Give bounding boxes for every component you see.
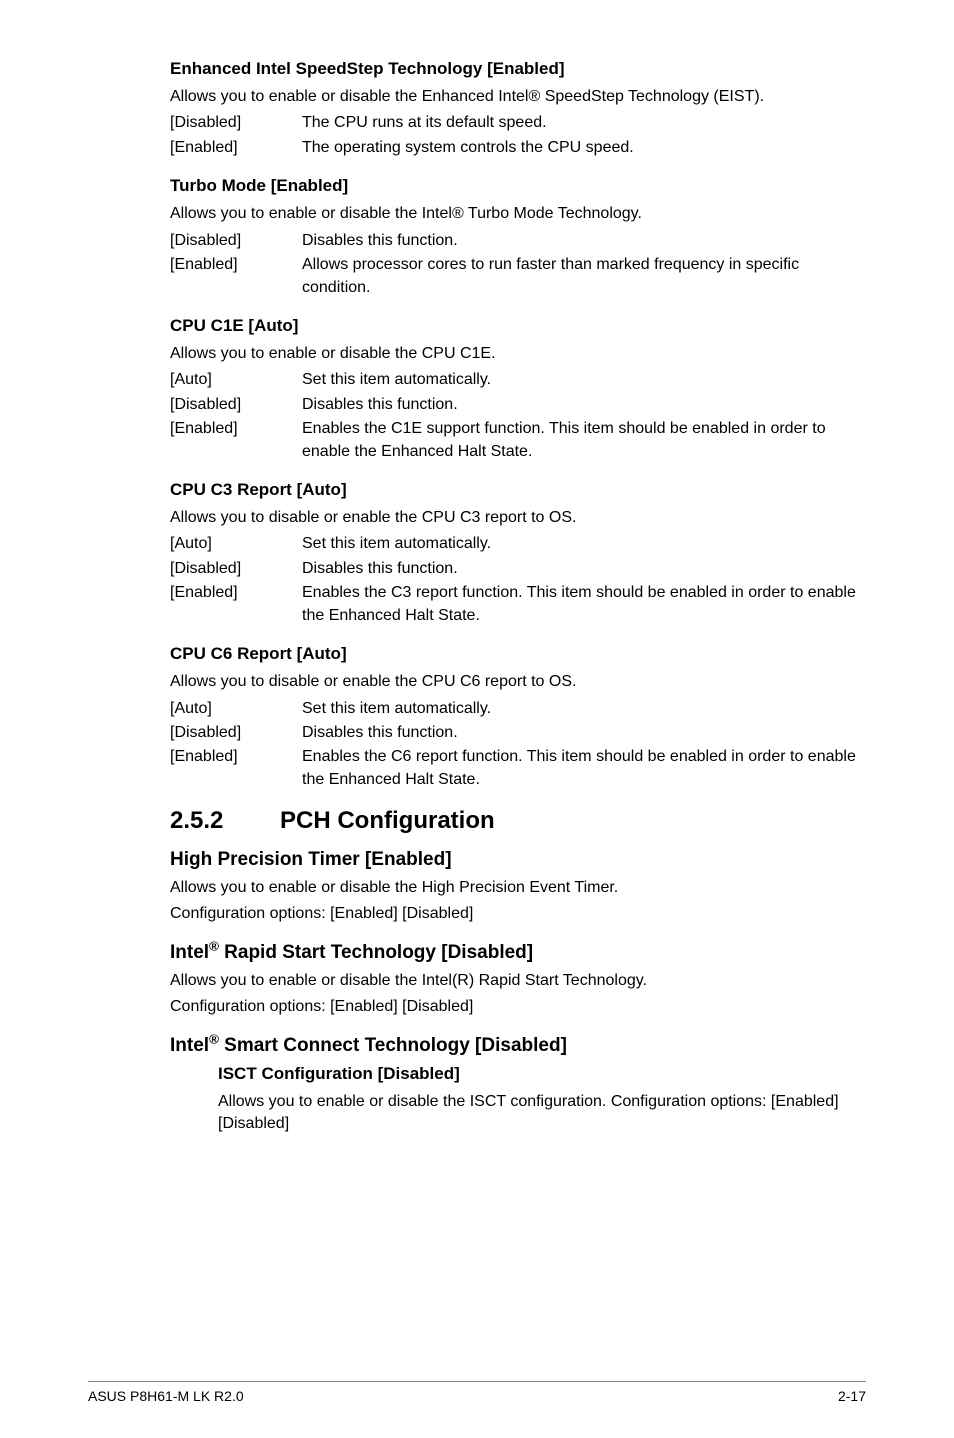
- heading-number: 2.5.2: [170, 807, 280, 835]
- page: Enhanced Intel SpeedStep Technology [Ena…: [0, 0, 954, 1438]
- turbo-desc: Allows you to enable or disable the Inte…: [170, 203, 866, 225]
- c1e-title: CPU C1E [Auto]: [170, 315, 866, 337]
- option-label: [Auto]: [170, 533, 302, 555]
- isct-block: ISCT Configuration [Disabled] Allows you…: [218, 1063, 866, 1136]
- option-label: [Enabled]: [170, 582, 302, 627]
- option-label: [Disabled]: [170, 394, 302, 416]
- option-desc: Disables this function.: [302, 230, 866, 252]
- option-label: [Auto]: [170, 698, 302, 720]
- option-label: [Disabled]: [170, 112, 302, 134]
- rapid-title-prefix: Intel: [170, 942, 209, 963]
- option-label: [Auto]: [170, 369, 302, 391]
- option-desc: Set this item automatically.: [302, 698, 866, 720]
- c1e-desc: Allows you to enable or disable the CPU …: [170, 343, 866, 365]
- option-label: [Disabled]: [170, 722, 302, 744]
- option-label: [Disabled]: [170, 230, 302, 252]
- option-label: [Enabled]: [170, 746, 302, 791]
- smart-title-suffix: Smart Connect Technology [Disabled]: [219, 1035, 567, 1056]
- section-c3: CPU C3 Report [Auto] Allows you to disab…: [170, 479, 866, 627]
- isct-line: Allows you to enable or disable the ISCT…: [218, 1091, 866, 1136]
- option-row: [Auto] Set this item automatically.: [170, 698, 866, 720]
- option-desc: The operating system controls the CPU sp…: [302, 137, 866, 159]
- section-rapid-start: Intel® Rapid Start Technology [Disabled]…: [170, 942, 866, 1019]
- option-label: [Enabled]: [170, 137, 302, 159]
- section-c1e: CPU C1E [Auto] Allows you to enable or d…: [170, 315, 866, 463]
- option-label: [Enabled]: [170, 418, 302, 463]
- option-desc: Set this item automatically.: [302, 369, 866, 391]
- eist-desc: Allows you to enable or disable the Enha…: [170, 86, 866, 108]
- c3-desc: Allows you to disable or enable the CPU …: [170, 507, 866, 529]
- option-label: [Disabled]: [170, 558, 302, 580]
- heading-pch: 2.5.2 PCH Configuration: [170, 807, 866, 835]
- turbo-title: Turbo Mode [Enabled]: [170, 175, 866, 197]
- section-hpt: High Precision Timer [Enabled] Allows yo…: [170, 849, 866, 926]
- section-smart-connect: Intel® Smart Connect Technology [Disable…: [170, 1035, 866, 1136]
- rapid-line2: Configuration options: [Enabled] [Disabl…: [170, 996, 866, 1018]
- option-row: [Disabled] The CPU runs at its default s…: [170, 112, 866, 134]
- smart-title-prefix: Intel: [170, 1035, 209, 1056]
- option-desc: Enables the C6 report function. This ite…: [302, 746, 866, 791]
- isct-title: ISCT Configuration [Disabled]: [218, 1063, 866, 1085]
- option-row: [Auto] Set this item automatically.: [170, 369, 866, 391]
- footer-left: ASUS P8H61-M LK R2.0: [88, 1388, 244, 1404]
- option-row: [Disabled] Disables this function.: [170, 230, 866, 252]
- option-row: [Enabled] Enables the C6 report function…: [170, 746, 866, 791]
- c6-title: CPU C6 Report [Auto]: [170, 643, 866, 665]
- option-desc: Disables this function.: [302, 394, 866, 416]
- footer-row: ASUS P8H61-M LK R2.0 2-17: [88, 1388, 866, 1404]
- option-row: [Enabled] Allows processor cores to run …: [170, 254, 866, 299]
- option-desc: Enables the C1E support function. This i…: [302, 418, 866, 463]
- section-eist: Enhanced Intel SpeedStep Technology [Ena…: [170, 58, 866, 159]
- smart-title: Intel® Smart Connect Technology [Disable…: [170, 1035, 866, 1057]
- registered-icon: ®: [209, 939, 219, 954]
- option-label: [Enabled]: [170, 254, 302, 299]
- hpt-title: High Precision Timer [Enabled]: [170, 849, 866, 871]
- footer-divider: [88, 1381, 866, 1382]
- option-row: [Disabled] Disables this function.: [170, 394, 866, 416]
- c6-desc: Allows you to disable or enable the CPU …: [170, 671, 866, 693]
- footer-right: 2-17: [838, 1388, 866, 1404]
- option-desc: Disables this function.: [302, 722, 866, 744]
- rapid-title: Intel® Rapid Start Technology [Disabled]: [170, 942, 866, 964]
- option-desc: Set this item automatically.: [302, 533, 866, 555]
- rapid-line1: Allows you to enable or disable the Inte…: [170, 970, 866, 992]
- option-row: [Enabled] Enables the C3 report function…: [170, 582, 866, 627]
- c3-title: CPU C3 Report [Auto]: [170, 479, 866, 501]
- option-row: [Enabled] Enables the C1E support functi…: [170, 418, 866, 463]
- rapid-title-suffix: Rapid Start Technology [Disabled]: [219, 942, 533, 963]
- heading-title: PCH Configuration: [280, 807, 495, 835]
- section-c6: CPU C6 Report [Auto] Allows you to disab…: [170, 643, 866, 791]
- registered-icon: ®: [209, 1031, 219, 1046]
- option-row: [Disabled] Disables this function.: [170, 722, 866, 744]
- eist-title: Enhanced Intel SpeedStep Technology [Ena…: [170, 58, 866, 80]
- hpt-line1: Allows you to enable or disable the High…: [170, 877, 866, 899]
- option-desc: Disables this function.: [302, 558, 866, 580]
- option-row: [Enabled] The operating system controls …: [170, 137, 866, 159]
- option-desc: The CPU runs at its default speed.: [302, 112, 866, 134]
- option-desc: Allows processor cores to run faster tha…: [302, 254, 866, 299]
- option-row: [Disabled] Disables this function.: [170, 558, 866, 580]
- section-turbo: Turbo Mode [Enabled] Allows you to enabl…: [170, 175, 866, 299]
- option-row: [Auto] Set this item automatically.: [170, 533, 866, 555]
- page-footer: ASUS P8H61-M LK R2.0 2-17: [0, 1381, 954, 1438]
- option-desc: Enables the C3 report function. This ite…: [302, 582, 866, 627]
- hpt-line2: Configuration options: [Enabled] [Disabl…: [170, 903, 866, 925]
